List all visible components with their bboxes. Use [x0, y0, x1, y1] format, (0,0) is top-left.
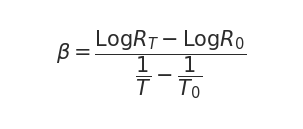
- Text: $\beta = \dfrac{\mathrm{Log}R_{T} - \mathrm{Log}R_{0}}{\dfrac{1}{T} - \dfrac{1}{: $\beta = \dfrac{\mathrm{Log}R_{T} - \mat…: [56, 28, 247, 101]
